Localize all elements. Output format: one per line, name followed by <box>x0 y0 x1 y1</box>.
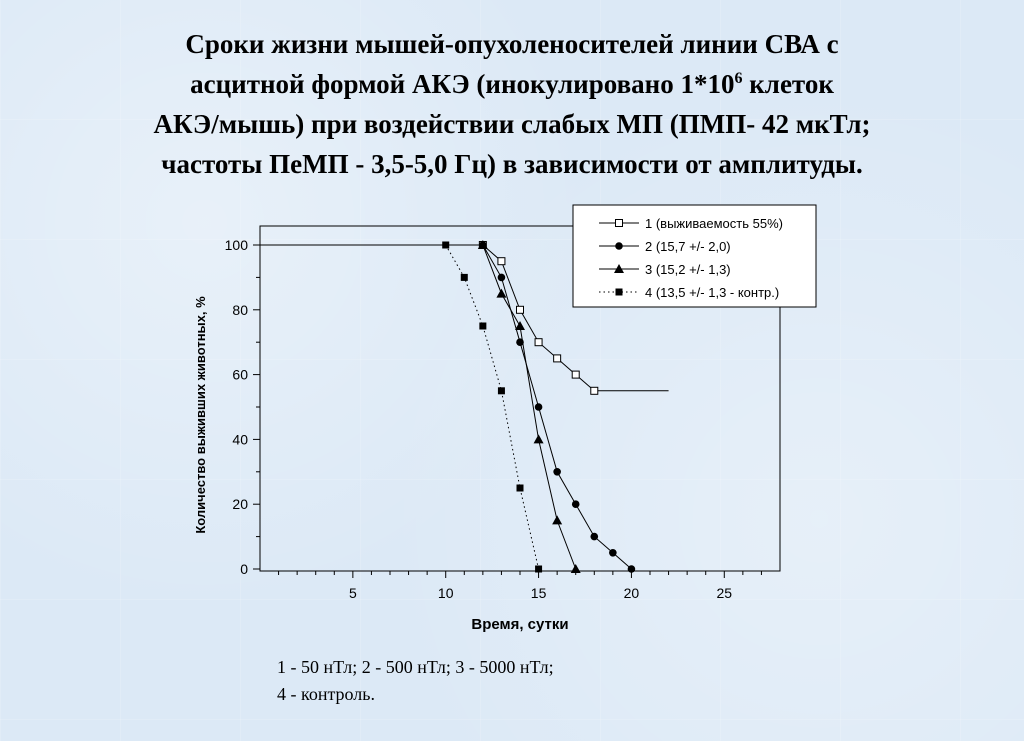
series-3-line <box>482 244 577 570</box>
series-3-point <box>515 321 525 330</box>
series-1-point <box>534 338 543 347</box>
x-tick-label: 25 <box>716 585 732 601</box>
x-tick-label: 15 <box>531 585 547 601</box>
y-tick-label: 40 <box>232 431 248 447</box>
legend-marker-1 <box>615 219 623 227</box>
series-4 <box>442 241 543 573</box>
legend-marker-3 <box>614 264 624 273</box>
y-tick-label: 0 <box>240 561 248 577</box>
series-4-line <box>445 244 540 570</box>
title-line-3: АКЭ/мышь) при воздействии слабых МП (ПМП… <box>153 109 871 139</box>
title-line-2-start: асцитной формой АКЭ (инокулировано 1*10 <box>190 69 735 99</box>
caption-line-2: 4 - контроль. <box>277 684 375 704</box>
legend: 1 (выживаемость 55%) 2 (15,7 +/- 2,0) 3 (1… <box>572 204 817 308</box>
x-tick-label: 5 <box>349 585 357 601</box>
series-3-point <box>570 564 581 573</box>
series-1-point <box>516 305 524 314</box>
y-tick-label: 20 <box>232 496 248 512</box>
y-tick-label: 60 <box>232 367 248 383</box>
legend-label-3: 3 (15,2 +/- 1,3) <box>645 262 731 277</box>
x-tick-label: 20 <box>624 585 640 601</box>
figure-caption: 1 - 50 нТл; 2 - 500 нТл; 3 - 5000 нТл; 4… <box>277 654 697 708</box>
series-2-point <box>497 273 506 282</box>
series-1-point <box>553 354 562 363</box>
x-tick-label: 10 <box>438 585 454 601</box>
caption-line-1: 1 - 50 нТл; 2 - 500 нТл; 3 - 5000 нТл; <box>277 657 554 677</box>
title-line-2-end: клеток <box>742 69 834 99</box>
series-2-point <box>627 565 636 573</box>
y-axis: 0 20 40 60 80 100 <box>225 237 260 577</box>
legend-label-2: 2 (15,7 +/- 2,0) <box>645 239 731 254</box>
legend-box <box>572 204 817 308</box>
title-exponent: 6 <box>734 70 743 87</box>
series-2-point <box>534 403 543 411</box>
x-axis-label: Время, сутки <box>471 616 568 633</box>
series-2-point <box>609 549 617 557</box>
y-tick-label: 80 <box>232 302 248 318</box>
series-3-point <box>477 240 488 249</box>
title-line-2: асцитной формой АКЭ (инокулировано 1*106… <box>40 64 984 104</box>
series-3-point <box>552 515 563 525</box>
series-2-point <box>553 468 561 476</box>
legend-label-1: 1 (выживаемость 55%) <box>645 216 783 231</box>
series-1-point <box>571 370 580 379</box>
series-2-point <box>571 500 580 509</box>
y-tick-label: 100 <box>225 237 249 253</box>
series-3 <box>477 240 581 573</box>
series-4-point <box>460 273 468 281</box>
series-layer <box>260 240 669 573</box>
y-axis-label: Количество выживших животных, % <box>193 296 208 534</box>
series-3-point <box>533 434 544 444</box>
x-axis: 5 10 15 20 25 <box>278 571 762 601</box>
title-line-1: Сроки жизни мышей-опухоленосителей линии… <box>185 29 839 59</box>
slide-title: Сроки жизни мышей-опухоленосителей линии… <box>40 24 984 184</box>
legend-marker-4 <box>615 288 623 296</box>
legend-label-4: 4 (13,5 +/- 1,3 - контр.) <box>645 285 779 300</box>
series-1-point <box>497 257 506 266</box>
series-4-point <box>442 241 450 249</box>
series-4-point <box>497 387 505 395</box>
series-2-point <box>590 532 599 541</box>
series-3-point <box>496 288 507 298</box>
series-4-point <box>516 484 524 492</box>
series-1-point <box>590 386 599 395</box>
series-4-point <box>535 565 543 573</box>
legend-marker-2 <box>615 242 623 250</box>
series-4-point <box>479 322 487 330</box>
title-line-4: частоты ПеМП - 3,5-5,0 Гц) в зависимости… <box>161 149 863 179</box>
